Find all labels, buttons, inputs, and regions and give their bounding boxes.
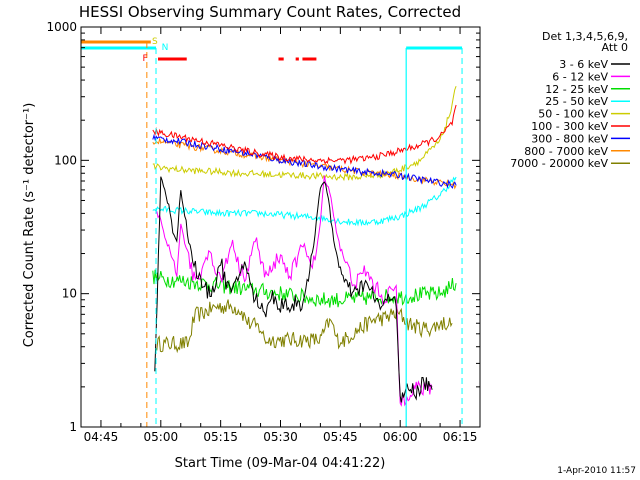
x-tick-label: 05:30: [263, 430, 298, 444]
y-tick-label: 10: [62, 287, 77, 301]
series-line-300-800-keV: [152, 133, 457, 189]
y-tick-label: 1000: [46, 20, 77, 34]
y-tick-label: 1: [69, 420, 77, 434]
plot-area: [152, 86, 457, 407]
y-axis-label: Corrected Count Rate (s⁻¹ detector⁻¹): [22, 103, 37, 348]
flare-flag-label: F: [142, 54, 147, 64]
chart-title: HESSI Observing Summary Count Rates, Cor…: [79, 3, 461, 21]
x-tick-label: 05:00: [144, 430, 179, 444]
night-flag-label: N: [162, 43, 169, 53]
legend-entry-label: 50 - 100 keV: [538, 108, 608, 121]
x-tick-label: 05:15: [203, 430, 238, 444]
plot-frame: [80, 26, 481, 428]
series-line-100-300-keV: [152, 104, 457, 165]
series-line-12-25-keV: [152, 269, 457, 308]
status-flags: SN F: [81, 37, 463, 427]
x-tick-label: 05:45: [323, 430, 358, 444]
x-tick-label: 06:15: [443, 430, 478, 444]
legend-entry-label: 100 - 300 keV: [531, 120, 608, 133]
axes: 04:45 05:00 05:15 05:30 05:45 06:00 06:15 1 10 10…: [46, 20, 481, 444]
legend-entry-label: 3 - 6 keV: [559, 58, 608, 71]
legend-header-line-2: Att 0: [602, 41, 628, 54]
legend-entry-label: 300 - 800 keV: [531, 132, 608, 145]
series-line-6-12-keV: [156, 175, 433, 407]
legend-entry-label: 7000 - 20000 keV: [510, 157, 608, 170]
legend-entry-label: 25 - 50 keV: [545, 95, 608, 108]
series-line-50-100-keV: [152, 86, 457, 182]
x-tick-label: 04:45: [84, 430, 119, 444]
series-line-25-50-keV: [152, 176, 457, 227]
legend-entry-label: 12 - 25 keV: [545, 83, 608, 96]
x-axis-label: Start Time (09-Mar-04 04:41:22): [175, 456, 386, 471]
series-line-7000-20000-keV: [156, 299, 453, 354]
y-tick-label: 100: [54, 153, 77, 167]
legend-entry-label: 6 - 12 keV: [552, 70, 608, 83]
saa-flag-label: S: [152, 37, 158, 47]
series-line-3-6-keV: [154, 176, 433, 403]
legend-entry-label: 800 - 7000 keV: [524, 145, 608, 158]
timestamp: 1-Apr-2010 11:57: [557, 466, 636, 476]
x-tick-label: 06:00: [383, 430, 418, 444]
legend-header-line-1: Det 1,3,4,5,6,9,: [542, 30, 628, 43]
